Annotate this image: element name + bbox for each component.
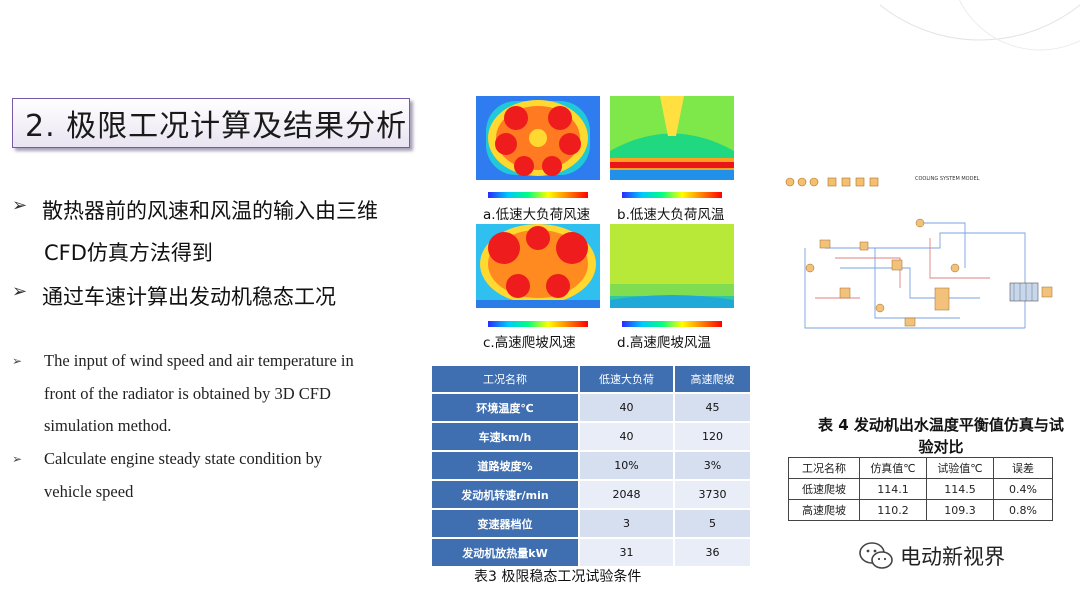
table-row: 高速爬坡 110.2 109.3 0.8% xyxy=(788,499,1053,521)
table-cell: 36 xyxy=(674,539,750,566)
caption-a: a.低速大负荷风速 xyxy=(483,207,591,223)
table-cell: 3% xyxy=(674,452,750,479)
colorbar-d xyxy=(622,321,722,327)
schematic-label: COOLING SYSTEM MODEL xyxy=(915,176,980,182)
table-cell: 0.4% xyxy=(993,478,1053,500)
table-cell: 40 xyxy=(580,394,673,421)
row-label: 发动机转速r/min xyxy=(432,481,578,508)
table-cell: 低速爬坡 xyxy=(788,478,860,500)
table-cell: 120 xyxy=(674,423,750,450)
table-4: 工况名称 仿真值℃ 试验值℃ 误差 低速爬坡 114.1 114.5 0.4% … xyxy=(788,457,1053,521)
caption-c: c.高速爬坡风速 xyxy=(483,335,576,351)
bullet-en-2: ➢ Calculate engine steady state conditio… xyxy=(12,449,323,468)
colorbar-a xyxy=(488,192,588,198)
arrow-icon: ➢ xyxy=(12,354,23,368)
arrow-icon: ➢ xyxy=(12,281,28,302)
cfd-image-c xyxy=(476,224,600,308)
table-header-cell: 误差 xyxy=(993,457,1053,479)
table-cell: 2048 xyxy=(580,481,673,508)
table-cell: 5 xyxy=(674,510,750,537)
table-header-row: 工况名称 仿真值℃ 试验值℃ 误差 xyxy=(788,457,1053,479)
colorbar-c xyxy=(488,321,588,327)
table-header-cell: 工况名称 xyxy=(432,366,578,392)
table-header-cell: 工况名称 xyxy=(788,457,860,479)
table-cell: 0.8% xyxy=(993,499,1053,521)
slide-title-text: 2. 极限工况计算及结果分析 xyxy=(25,109,408,144)
table-row: 低速爬坡 114.1 114.5 0.4% xyxy=(788,478,1053,500)
bullet-cn-2: ➢ 通过车速计算出发动机稳态工况 xyxy=(12,281,336,309)
table-cell: 110.2 xyxy=(859,499,927,521)
row-label: 道路坡度% xyxy=(432,452,578,479)
table-3-caption: 表3 极限稳态工况试验条件 xyxy=(474,569,642,585)
table-4-title: 表 4 发动机出水温度平衡值仿真与试 验对比 xyxy=(818,416,1064,456)
table-cell: 114.5 xyxy=(926,478,994,500)
table-header-cell: 高速爬坡 xyxy=(674,366,750,392)
table-row: 道路坡度% 10% 3% xyxy=(432,452,750,479)
table-cell: 45 xyxy=(674,394,750,421)
bullet-cn-1-cont: CFD仿真方法得到 xyxy=(44,241,213,265)
table-header-row: 工况名称 低速大负荷 高速爬坡 xyxy=(432,366,750,392)
table-row: 发动机转速r/min 2048 3730 xyxy=(432,481,750,508)
bullet-cn-1: ➢ 散热器前的风速和风温的输入由三维 xyxy=(12,195,378,223)
table-cell: 3 xyxy=(580,510,673,537)
table-row: 车速km/h 40 120 xyxy=(432,423,750,450)
bullet-en-2-line2: vehicle speed xyxy=(44,482,134,501)
wechat-icon xyxy=(859,542,893,569)
row-label: 环境温度℃ xyxy=(432,394,578,421)
table-3: 工况名称 低速大负荷 高速爬坡 环境温度℃ 40 45 车速km/h 40 12… xyxy=(430,364,752,568)
bullet-en-1-line3: simulation method. xyxy=(44,416,172,435)
row-label: 变速器档位 xyxy=(432,510,578,537)
caption-d: d.高速爬坡风温 xyxy=(617,335,711,351)
arrow-icon: ➢ xyxy=(12,195,28,216)
table-cell: 114.1 xyxy=(859,478,927,500)
bullet-en-1: ➢ The input of wind speed and air temper… xyxy=(12,351,354,370)
table-header-cell: 仿真值℃ xyxy=(859,457,927,479)
watermark: 电动新视界 xyxy=(858,541,1005,571)
row-label: 车速km/h xyxy=(432,423,578,450)
cooling-system-schematic: COOLING SYSTEM MODEL xyxy=(785,176,1053,329)
table-cell: 31 xyxy=(580,539,673,566)
slide-title: 2. 极限工况计算及结果分析 xyxy=(12,98,410,148)
arrow-icon: ➢ xyxy=(12,452,23,466)
table-cell: 高速爬坡 xyxy=(788,499,860,521)
table-cell: 40 xyxy=(580,423,673,450)
cfd-image-b xyxy=(610,96,734,180)
table-row: 环境温度℃ 40 45 xyxy=(432,394,750,421)
table-row: 变速器档位 3 5 xyxy=(432,510,750,537)
table-cell: 10% xyxy=(580,452,673,479)
table-row: 发动机放热量kW 31 36 xyxy=(432,539,750,566)
row-label: 发动机放热量kW xyxy=(432,539,578,566)
caption-b: b.低速大负荷风温 xyxy=(617,207,725,223)
cfd-image-d xyxy=(610,224,734,308)
decorative-circles xyxy=(880,0,1080,51)
colorbar-b xyxy=(622,192,722,198)
table-header-cell: 低速大负荷 xyxy=(580,366,673,392)
table-header-cell: 试验值℃ xyxy=(926,457,994,479)
watermark-text: 电动新视界 xyxy=(900,545,1005,569)
cfd-image-a xyxy=(476,96,600,180)
table-cell: 109.3 xyxy=(926,499,994,521)
bullet-en-1-line2: front of the radiator is obtained by 3D … xyxy=(44,384,331,403)
table-cell: 3730 xyxy=(674,481,750,508)
